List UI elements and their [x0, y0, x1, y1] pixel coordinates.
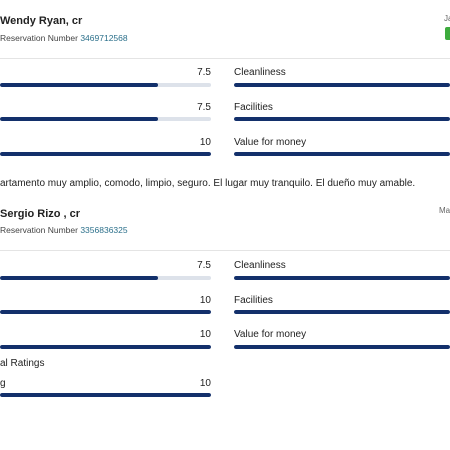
category-bar: [234, 117, 450, 121]
score-value: 10: [199, 137, 211, 148]
score-bar: [0, 345, 211, 349]
reservation-label: Reservation Number: [0, 33, 78, 43]
score-value: 7.5: [197, 67, 211, 78]
category-label: Cleanliness: [234, 67, 286, 78]
category-bar: [234, 83, 450, 87]
category-bar-fill: [234, 276, 450, 280]
review-comment: artamento muy amplio, comodo, limpio, se…: [0, 178, 416, 189]
score-bar: [0, 117, 211, 121]
category-label: Value for money: [234, 329, 307, 340]
score-bar-fill: [0, 345, 211, 349]
score-bar-fill: [0, 83, 159, 87]
review-date: Ja: [444, 14, 450, 23]
category-bar: [234, 152, 450, 156]
reservation-number-link[interactable]: 3356836325: [80, 225, 128, 235]
score-bar: [0, 393, 211, 397]
category-bar-fill: [234, 83, 450, 87]
score-bar: [0, 152, 211, 156]
divider: [0, 58, 450, 59]
rating-label: g: [0, 378, 6, 389]
reservation-number-link[interactable]: 3469712568: [80, 33, 128, 43]
category-label: Cleanliness: [234, 260, 286, 271]
category-label: Facilities: [234, 102, 273, 113]
category-bar: [234, 310, 450, 314]
category-label: Facilities: [234, 295, 273, 306]
score-bar-fill: [0, 393, 211, 397]
score-bar-fill: [0, 152, 211, 156]
reservation-label: Reservation Number: [0, 225, 78, 235]
category-bar-fill: [234, 310, 450, 314]
category-bar: [234, 345, 450, 349]
additional-ratings-title: al Ratings: [0, 358, 45, 369]
reservation-line: Reservation Number 3469712568: [0, 33, 128, 43]
category-label: Value for money: [234, 137, 307, 148]
category-bar-fill: [234, 152, 450, 156]
category-bar-fill: [234, 117, 450, 121]
score-value: 10: [199, 295, 211, 306]
score-value: 10: [199, 329, 211, 340]
score-bar-fill: [0, 117, 159, 121]
reservation-line: Reservation Number 3356836325: [0, 225, 128, 235]
score-bar: [0, 310, 211, 314]
reviewer-name: Sergio Rizo , cr: [0, 208, 81, 220]
score-value: 7.5: [197, 102, 211, 113]
score-bar-fill: [0, 276, 159, 280]
divider: [0, 250, 450, 251]
score-badge: [445, 27, 450, 40]
category-bar-fill: [234, 345, 450, 349]
score-value: 10: [199, 378, 211, 389]
category-bar: [234, 276, 450, 280]
score-value: 7.5: [197, 260, 211, 271]
review-date: Ma: [439, 206, 450, 215]
score-bar: [0, 83, 211, 87]
score-bar: [0, 276, 211, 280]
score-bar-fill: [0, 310, 211, 314]
reviewer-name: Wendy Ryan, cr: [0, 15, 83, 27]
